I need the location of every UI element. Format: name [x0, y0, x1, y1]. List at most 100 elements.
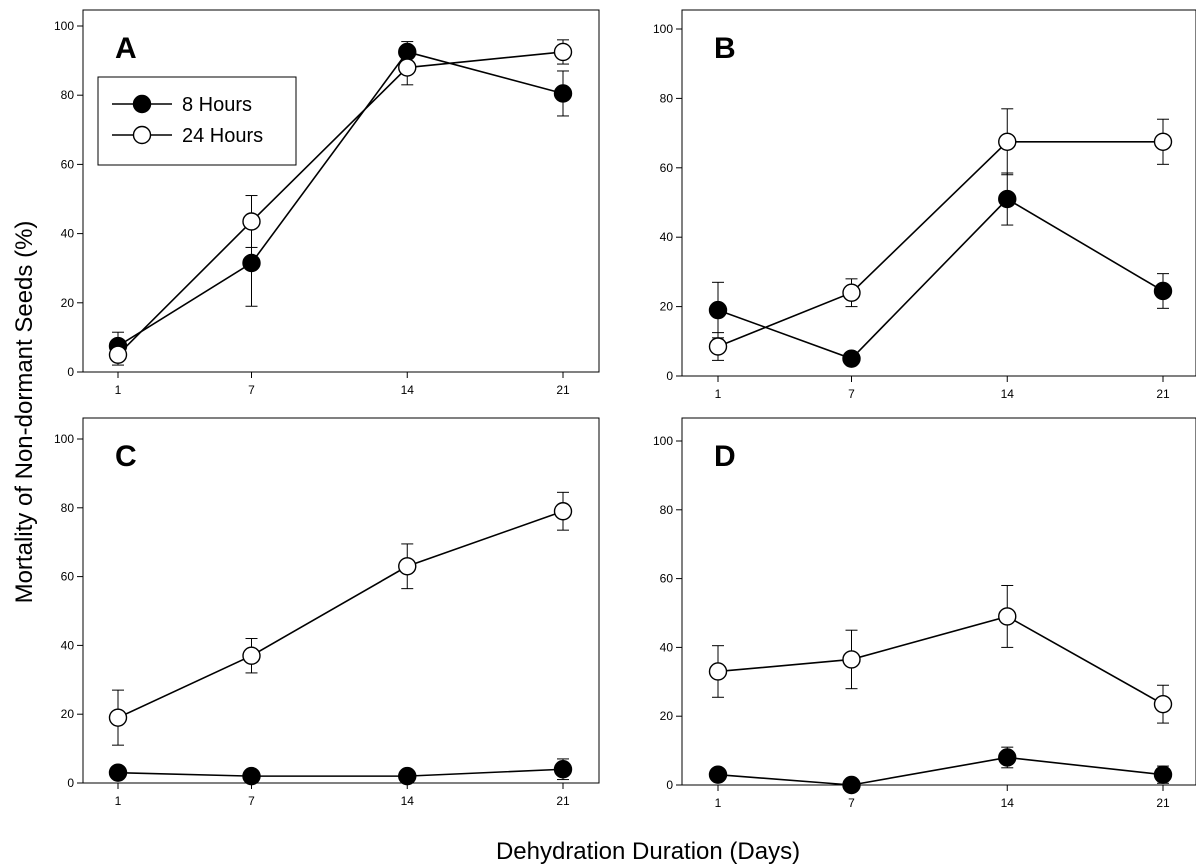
y-tick-label: 20	[61, 296, 75, 310]
series-line	[117, 510, 564, 719]
x-tick-label: 21	[556, 794, 570, 808]
series-line	[717, 198, 1164, 360]
y-tick-label: 100	[653, 434, 673, 448]
data-point	[242, 646, 261, 665]
series-line	[117, 51, 564, 356]
y-tick-label: 0	[67, 776, 74, 790]
data-point	[398, 557, 417, 576]
data-point	[108, 763, 128, 782]
y-tick-label: 100	[653, 22, 673, 36]
data-point	[398, 766, 417, 786]
data-point	[708, 765, 728, 784]
plot-frame	[82, 417, 600, 784]
series-8-hours	[708, 172, 1173, 368]
panel-letter: D	[714, 440, 736, 473]
data-point	[242, 212, 261, 231]
y-tick-label: 100	[54, 19, 74, 33]
series-24-hours	[108, 39, 573, 366]
data-point	[708, 337, 728, 356]
x-tick-label: 14	[1001, 796, 1015, 810]
panels-group: 0 20 40 60 80 100 1 7 14 21 A 0 20 40 60 80 100 1 7 14 21 B 0 2…	[54, 9, 1196, 810]
x-axis-title: Dehydration Duration (Days)	[496, 838, 800, 865]
data-point	[842, 650, 861, 669]
y-tick-label: 60	[61, 570, 75, 584]
legend-marker	[132, 94, 152, 114]
y-tick-label: 60	[660, 161, 674, 175]
y-tick-label: 80	[660, 91, 674, 105]
data-point	[998, 607, 1017, 626]
series-line	[717, 756, 1164, 786]
legend: 8 Hours 24 Hours	[97, 76, 297, 166]
data-point	[1153, 132, 1173, 151]
x-tick-label: 1	[115, 383, 122, 397]
y-tick-label: 40	[61, 227, 75, 241]
data-point	[842, 775, 861, 795]
data-point	[108, 708, 128, 727]
data-point	[398, 58, 417, 77]
series-8-hours	[108, 758, 573, 786]
y-tick-label: 80	[61, 501, 75, 515]
y-tick-label: 60	[61, 157, 75, 171]
x-tick-label: 7	[248, 383, 255, 397]
panel-d: 0 20 40 60 80 100 1 7 14 21 D	[653, 417, 1196, 810]
data-point	[708, 300, 728, 320]
data-point	[1153, 694, 1173, 714]
y-tick-label: 80	[61, 88, 75, 102]
x-tick-label: 21	[556, 383, 570, 397]
series-24-hours	[708, 108, 1173, 361]
legend-label: 24 Hours	[182, 125, 263, 147]
y-tick-label: 40	[61, 638, 75, 652]
x-tick-label: 21	[1156, 796, 1170, 810]
y-axis-title: Mortality of Non-dormant Seeds (%)	[11, 221, 38, 604]
plot-frame	[681, 417, 1196, 786]
plot-frame	[82, 9, 600, 373]
x-tick-label: 14	[1001, 387, 1015, 401]
panel-b: 0 20 40 60 80 100 1 7 14 21 B	[653, 9, 1196, 401]
data-point	[998, 748, 1017, 767]
x-tick-label: 1	[715, 387, 722, 401]
x-tick-label: 14	[401, 794, 415, 808]
data-point	[842, 283, 861, 302]
panel-a: 0 20 40 60 80 100 1 7 14 21 A	[54, 9, 600, 397]
data-point	[708, 662, 728, 681]
data-point	[553, 502, 573, 521]
y-tick-label: 40	[660, 230, 674, 244]
y-tick-label: 0	[666, 369, 673, 383]
data-point	[553, 42, 573, 62]
panel-letter: C	[115, 440, 137, 473]
y-tick-label: 60	[660, 572, 674, 586]
data-point	[108, 345, 128, 364]
series-line	[117, 768, 564, 777]
legend-box	[97, 76, 297, 166]
x-tick-label: 1	[715, 796, 722, 810]
data-point	[1153, 281, 1173, 301]
y-tick-label: 40	[660, 640, 674, 654]
data-point	[1153, 765, 1173, 784]
series-line	[117, 51, 564, 347]
series-24-hours	[708, 584, 1173, 724]
data-point	[242, 766, 261, 786]
data-point	[998, 189, 1017, 209]
y-tick-label: 100	[54, 432, 74, 446]
panel-c: 0 20 40 60 80 100 1 7 14 21 C	[54, 417, 600, 808]
y-tick-label: 20	[660, 709, 674, 723]
series-line	[717, 140, 1163, 348]
panel-letter: A	[115, 32, 137, 65]
series-line	[717, 615, 1164, 705]
y-tick-label: 0	[67, 365, 74, 379]
x-tick-label: 7	[848, 796, 855, 810]
x-tick-label: 7	[248, 794, 255, 808]
y-tick-label: 80	[660, 503, 674, 517]
x-tick-label: 21	[1156, 387, 1170, 401]
data-point	[842, 349, 861, 368]
data-point	[998, 132, 1017, 151]
y-tick-label: 20	[660, 300, 674, 314]
series-24-hours	[108, 491, 573, 746]
plot-frame	[681, 9, 1196, 377]
data-point	[242, 253, 261, 273]
y-tick-label: 0	[666, 778, 673, 792]
legend-marker	[132, 125, 152, 145]
x-tick-label: 1	[115, 794, 122, 808]
legend-label: 8 Hours	[182, 94, 252, 116]
